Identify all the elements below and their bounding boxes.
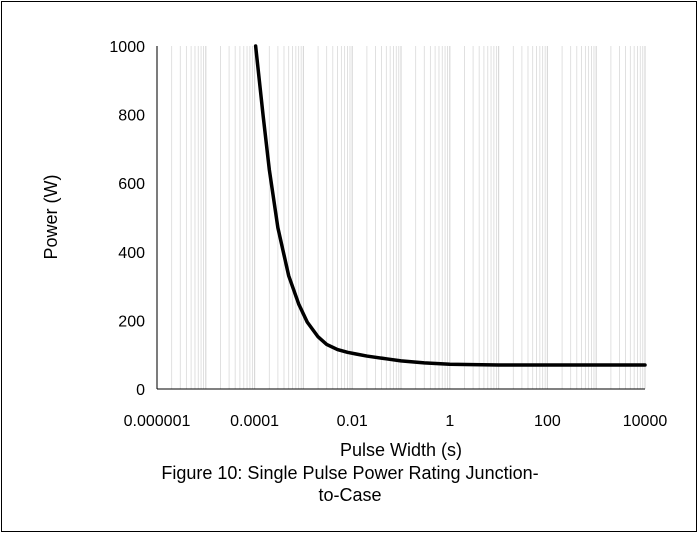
x-tick-label: 100 — [534, 413, 561, 430]
x-tick-label: 0.01 — [337, 413, 368, 430]
caption-line-2: to-Case — [318, 485, 382, 505]
y-tick-labels: 0 200 400 600 800 1000 — [109, 39, 145, 399]
x-tick-label: 1 — [445, 413, 454, 430]
grid-layer — [156, 46, 646, 389]
x-tick-label: 0.000001 — [124, 413, 191, 430]
y-tick-label: 0 — [136, 382, 145, 399]
power-curve — [253, 44, 647, 367]
x-tick-label: 0.0001 — [230, 413, 279, 430]
y-tick-label: 600 — [118, 176, 145, 193]
caption-line-1: Figure 10: Single Pulse Power Rating Jun… — [161, 463, 539, 483]
y-axis-title: Power (W) — [41, 175, 61, 260]
x-tick-label: 10000 — [623, 413, 668, 430]
y-tick-label: 400 — [118, 245, 145, 262]
figure-caption: Figure 10: Single Pulse Power Rating Jun… — [100, 462, 600, 506]
y-tick-label: 200 — [118, 313, 145, 330]
x-axis-title: Pulse Width (s) — [340, 440, 462, 460]
y-tick-label: 1000 — [109, 39, 145, 56]
y-tick-label: 800 — [118, 108, 145, 125]
x-tick-labels: 0.000001 0.0001 0.01 1 100 10000 — [124, 413, 668, 430]
